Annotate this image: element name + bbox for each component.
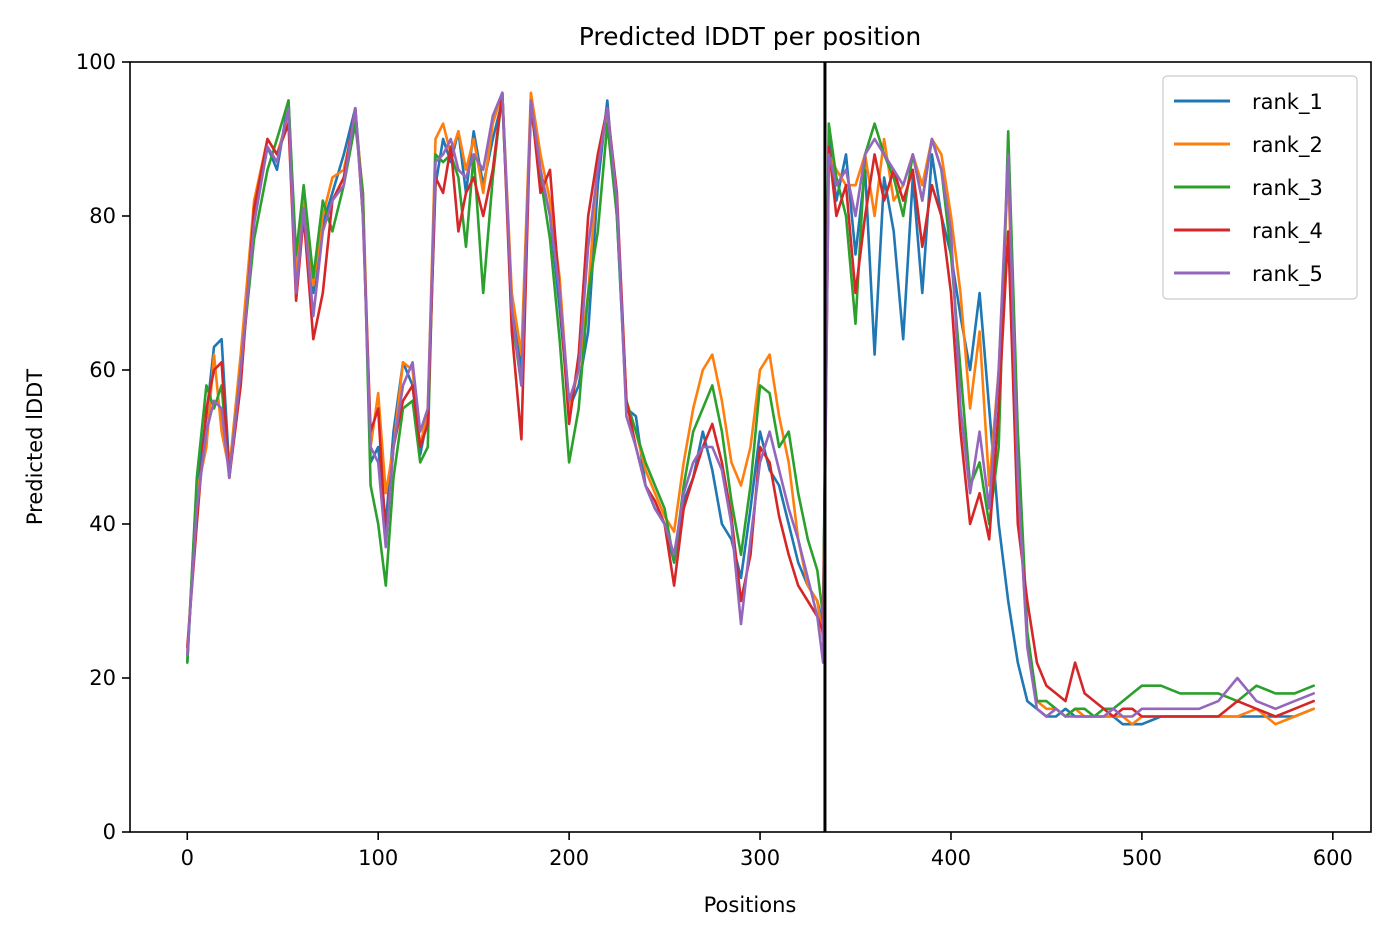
legend-label: rank_5 bbox=[1252, 262, 1323, 287]
legend-label: rank_4 bbox=[1252, 219, 1323, 244]
y-axis-label: Predicted lDDT bbox=[23, 369, 47, 525]
y-tick-label: 40 bbox=[89, 512, 116, 536]
series-layer bbox=[186, 91, 1315, 726]
legend-box bbox=[1162, 75, 1358, 300]
y-tick-label: 100 bbox=[76, 50, 116, 74]
x-axis-label: Positions bbox=[704, 893, 797, 917]
x-tick-label: 400 bbox=[931, 846, 971, 870]
y-tick-label: 80 bbox=[89, 204, 116, 228]
y-tick-label: 20 bbox=[89, 666, 116, 690]
x-axis: 0 100 200 300 400 500 600 bbox=[181, 832, 1353, 870]
series-line-rank-5 bbox=[186, 91, 1315, 718]
y-tick-label: 0 bbox=[103, 820, 116, 844]
chart-title: Predicted lDDT per position bbox=[579, 22, 921, 51]
y-axis: 0 20 40 60 80 100 bbox=[76, 50, 130, 844]
x-tick-label: 200 bbox=[549, 846, 589, 870]
x-tick-label: 100 bbox=[358, 846, 398, 870]
legend: rank_1 rank_2 rank_3 rank_4 rank_5 bbox=[1162, 75, 1358, 300]
plot-frame bbox=[129, 61, 1372, 833]
x-tick-label: 600 bbox=[1313, 846, 1353, 870]
x-tick-label: 500 bbox=[1122, 846, 1162, 870]
legend-label: rank_2 bbox=[1252, 133, 1323, 158]
legend-label: rank_1 bbox=[1252, 90, 1323, 115]
x-tick-label: 0 bbox=[181, 846, 194, 870]
x-tick-label: 300 bbox=[740, 846, 780, 870]
legend-label: rank_3 bbox=[1252, 176, 1323, 201]
y-tick-label: 60 bbox=[89, 358, 116, 382]
